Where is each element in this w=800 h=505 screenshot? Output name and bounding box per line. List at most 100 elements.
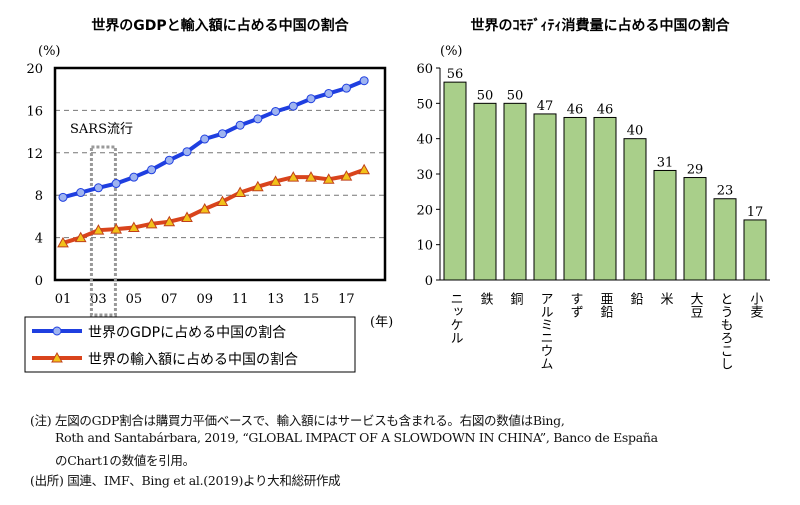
bar-3 bbox=[533, 113, 557, 281]
x-tick-label: 09 bbox=[196, 292, 213, 307]
bar-0 bbox=[443, 81, 467, 281]
bar-6 bbox=[623, 138, 647, 281]
y-tick-label: 20 bbox=[416, 203, 433, 218]
data-label: 23 bbox=[717, 184, 734, 199]
import-point bbox=[234, 186, 246, 198]
x-tick-label: 01 bbox=[55, 292, 72, 307]
import-point bbox=[287, 171, 300, 182]
data-label: 50 bbox=[477, 88, 494, 103]
import-point bbox=[163, 215, 176, 227]
gdp-point bbox=[341, 83, 351, 93]
category-label: ニッケル bbox=[448, 292, 463, 344]
bar-1 bbox=[473, 102, 497, 281]
y-tick-label: 30 bbox=[416, 168, 433, 183]
bar-9 bbox=[713, 198, 737, 281]
import-point bbox=[269, 175, 282, 186]
source-line: (出所) 国連、IMF、Bing et al.(2019)より大和総研作成 bbox=[30, 473, 341, 488]
y-tick-label: 12 bbox=[26, 147, 43, 162]
data-label: 31 bbox=[657, 155, 674, 170]
category-label: とうもろこし bbox=[718, 292, 733, 370]
x-tick-label: 03 bbox=[90, 292, 107, 307]
gdp-point bbox=[147, 165, 157, 175]
right-chart-title: 世界のｺﾓﾃﾞｨﾃｨ消費量に占める中国の割合 bbox=[471, 17, 731, 34]
import-point bbox=[216, 195, 229, 207]
gdp-point bbox=[164, 155, 174, 165]
x-tick-label: 13 bbox=[267, 292, 284, 307]
left-y-unit: (%) bbox=[38, 44, 61, 59]
x-tick-label: 15 bbox=[303, 292, 320, 307]
data-label: 17 bbox=[747, 205, 764, 220]
legend-box bbox=[24, 316, 356, 373]
note-line-3: のChart1の数値を引用。 bbox=[55, 453, 195, 468]
category-label: 亜鉛 bbox=[598, 292, 614, 318]
gdp-point bbox=[129, 172, 139, 182]
category-label: アルミニウム bbox=[538, 292, 553, 370]
gdp-point bbox=[182, 147, 192, 157]
bar-2 bbox=[503, 102, 527, 281]
y-tick-label: 0 bbox=[425, 274, 433, 289]
bar-5 bbox=[593, 116, 617, 281]
data-label: 56 bbox=[447, 67, 464, 82]
data-label: 47 bbox=[537, 99, 554, 114]
bar-10 bbox=[743, 219, 767, 281]
legend-import-marker bbox=[51, 351, 63, 363]
category-label: 銅 bbox=[508, 292, 524, 305]
gdp-point bbox=[235, 120, 245, 130]
x-tick-label: 17 bbox=[338, 292, 355, 307]
sars-annotation: SARS流行 bbox=[70, 122, 133, 137]
note-line-2: Roth and Santabárbara, 2019, “GLOBAL IMP… bbox=[55, 430, 658, 445]
right-y-unit: (%) bbox=[440, 44, 463, 59]
y-tick-label: 50 bbox=[416, 97, 433, 112]
category-label: 大豆 bbox=[688, 292, 704, 318]
x-unit-label: (年) bbox=[370, 315, 393, 330]
data-label: 40 bbox=[627, 124, 644, 139]
note-line-1: (注) 左図のGDP割合は購買力平価ベースで、輸入額にはサービスも含まれる。右図… bbox=[30, 413, 565, 428]
charts: 世界のGDPと輸入額に占める中国の割合 (%) 0 4 8 12 16 20 01 03 05 07 0… bbox=[24, 17, 770, 373]
category-label: 鉄 bbox=[478, 292, 494, 305]
bar-4 bbox=[563, 116, 587, 281]
bar-8 bbox=[683, 177, 707, 281]
gdp-point bbox=[306, 94, 316, 104]
y-tick-label: 60 bbox=[416, 62, 433, 77]
gdp-point bbox=[288, 101, 298, 111]
import-point bbox=[198, 202, 211, 214]
import-point bbox=[145, 217, 158, 229]
gdp-point bbox=[200, 134, 210, 144]
y-tick-label: 20 bbox=[26, 62, 43, 77]
import-point bbox=[74, 231, 87, 243]
gdp-point bbox=[58, 192, 68, 202]
series-line-1 bbox=[62, 167, 365, 245]
category-label: 小麦 bbox=[748, 292, 764, 318]
x-tick-label: 11 bbox=[232, 292, 249, 307]
gdp-point bbox=[111, 179, 121, 189]
y-tick-label: 0 bbox=[35, 274, 43, 289]
import-point bbox=[181, 211, 193, 222]
y-tick-label: 4 bbox=[35, 232, 43, 247]
import-point bbox=[322, 173, 335, 184]
y-tick-label: 8 bbox=[35, 189, 43, 204]
import-point bbox=[57, 236, 69, 248]
legend-gdp-marker bbox=[52, 326, 62, 336]
import-point bbox=[358, 163, 370, 175]
gdp-point bbox=[93, 183, 103, 193]
data-label: 46 bbox=[567, 102, 584, 117]
left-chart-title: 世界のGDPと輸入額に占める中国の割合 bbox=[91, 17, 349, 34]
x-tick-label: 05 bbox=[126, 292, 143, 307]
import-point bbox=[110, 223, 122, 234]
gdp-point bbox=[253, 114, 263, 124]
gdp-point bbox=[324, 88, 334, 98]
import-point bbox=[305, 171, 317, 182]
gdp-point bbox=[271, 106, 281, 116]
legend-import-label: 世界の輸入額に占める中国の割合 bbox=[88, 351, 298, 368]
gdp-point bbox=[76, 188, 86, 198]
category-label: 鉛 bbox=[628, 292, 644, 305]
data-label: 29 bbox=[687, 163, 704, 178]
y-tick-label: 16 bbox=[26, 104, 43, 119]
gdp-point bbox=[359, 76, 369, 86]
import-point bbox=[252, 180, 264, 192]
import-point bbox=[92, 224, 105, 235]
legend-gdp-label: 世界のGDPに占める中国の割合 bbox=[88, 324, 286, 341]
y-tick-label: 40 bbox=[416, 133, 433, 148]
category-label: 米 bbox=[658, 292, 674, 305]
left-plot-frame bbox=[53, 66, 387, 282]
